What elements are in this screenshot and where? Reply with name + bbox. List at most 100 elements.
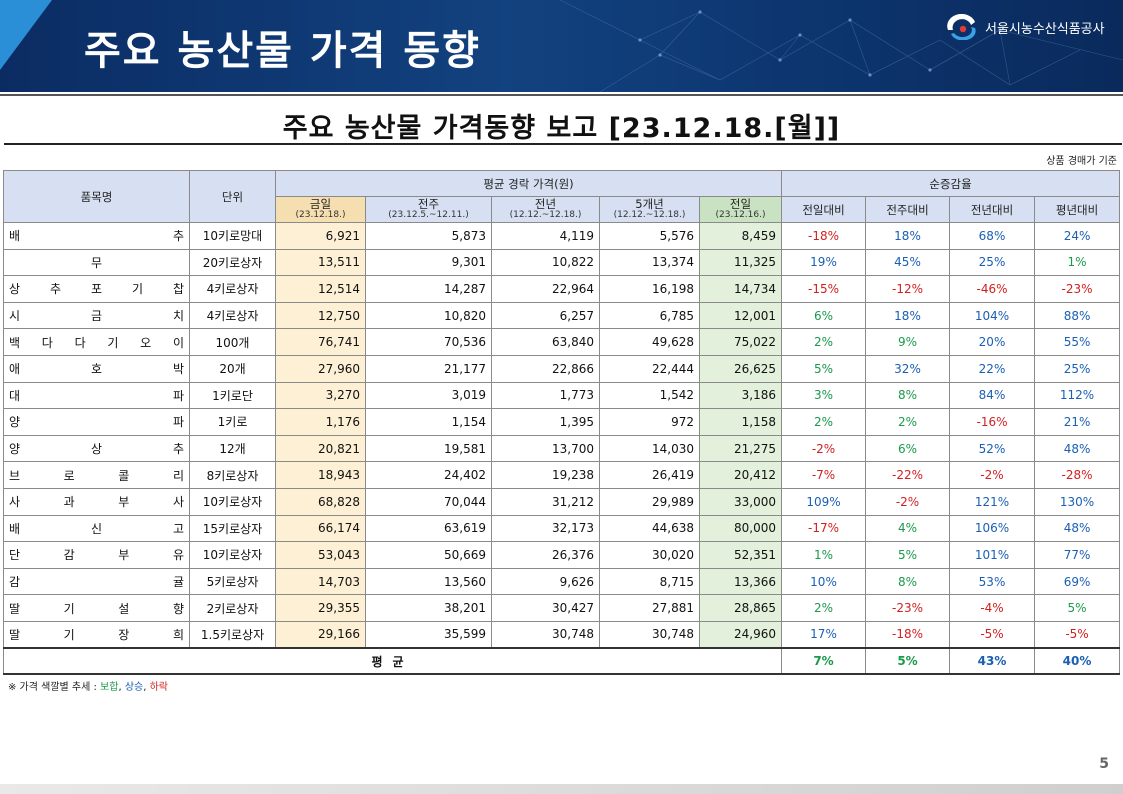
report-title: 주요 농산물 가격동향 보고 [23.12.18.[월]]: [282, 113, 841, 144]
price-five-year: 16,198: [599, 275, 700, 303]
change-vs-normal-year: 48%: [1034, 514, 1121, 543]
change-vs-prev-year: -5%: [949, 620, 1036, 649]
table-row: 단 감 부 유 10키로상자 53,043 50,669 26,376 30,020 52,…: [3, 541, 1121, 569]
price-today: 29,166: [275, 620, 366, 649]
item-name: 양 파: [3, 408, 190, 436]
change-vs-prev-year: -4%: [949, 594, 1036, 622]
price-prev-day: 80,000: [698, 514, 783, 543]
item-unit: 100개: [189, 328, 276, 356]
change-vs-normal-year: 55%: [1034, 328, 1121, 356]
price-today: 1,176: [275, 408, 366, 436]
price-last-week: 70,044: [365, 487, 492, 516]
price-today: 6,921: [275, 222, 366, 250]
table-row: 양 파 1키로 1,176 1,154 1,395 972 1,158 2% 2% -16% 21%: [3, 408, 1121, 436]
price-prev-day: 3,186: [698, 381, 783, 410]
price-last-year: 31,212: [491, 487, 600, 516]
change-vs-prev-day: 2%: [781, 594, 867, 622]
average-vs-prev-year: 43%: [949, 647, 1036, 675]
change-vs-prev-year: -16%: [949, 408, 1036, 436]
item-name: 양 상 추: [3, 434, 190, 463]
page-number: 5: [1099, 756, 1109, 772]
price-last-year: 6,257: [491, 301, 600, 330]
change-vs-prev-day: -7%: [781, 461, 867, 489]
price-today: 66,174: [275, 514, 366, 543]
change-vs-prev-week: 6%: [865, 434, 951, 463]
change-vs-prev-year: 53%: [949, 567, 1036, 596]
price-five-year: 30,748: [599, 620, 700, 649]
table-row: 딸 기 장 희 1.5키로상자 29,166 35,599 30,748 30,748 24…: [3, 620, 1121, 649]
table-row: 배 추 10키로망대 6,921 5,873 4,119 5,576 8,459 -18% 18…: [3, 222, 1121, 250]
price-last-week: 70,536: [365, 328, 492, 356]
change-vs-prev-week: 2%: [865, 408, 951, 436]
item-unit: 2키로상자: [189, 594, 276, 622]
price-last-week: 38,201: [365, 594, 492, 622]
price-last-year: 19,238: [491, 461, 600, 489]
price-five-year: 8,715: [599, 567, 700, 596]
header-vs-prev-day: 전일대비: [781, 196, 867, 223]
average-vs-prev-day: 7%: [781, 647, 867, 675]
price-last-week: 19,581: [365, 434, 492, 463]
price-prev-day: 28,865: [698, 594, 783, 622]
price-last-week: 13,560: [365, 567, 492, 596]
price-today: 12,750: [275, 301, 366, 330]
table-row: 사 과 부 사 10키로상자 68,828 70,044 31,212 29,989 33,…: [3, 487, 1121, 516]
change-vs-prev-year: 101%: [949, 541, 1036, 569]
change-vs-prev-day: 5%: [781, 354, 867, 383]
price-five-year: 6,785: [599, 301, 700, 330]
change-vs-prev-week: -18%: [865, 620, 951, 649]
table-row: 시 금 치 4키로상자 12,750 10,820 6,257 6,785 12,001 6%…: [3, 301, 1121, 330]
legend-flat: 보합: [100, 682, 119, 693]
item-unit: 20개: [189, 354, 276, 383]
price-last-week: 24,402: [365, 461, 492, 489]
change-vs-prev-year: 106%: [949, 514, 1036, 543]
header-item: 품목명: [3, 170, 190, 223]
item-name: 배 신 고: [3, 514, 190, 543]
change-vs-normal-year: 5%: [1034, 594, 1121, 622]
change-vs-prev-day: -15%: [781, 275, 867, 303]
item-name: 딸 기 설 향: [3, 594, 190, 622]
price-prev-day: 13,366: [698, 567, 783, 596]
price-basis-note: 상품 경매가 기준: [1046, 156, 1117, 167]
item-name: 무: [3, 248, 190, 277]
item-unit: 4키로상자: [189, 275, 276, 303]
item-unit: 20키로상자: [189, 248, 276, 277]
price-today: 3,270: [275, 381, 366, 410]
price-five-year: 5,576: [599, 222, 700, 250]
footer-bar: [0, 784, 1123, 794]
price-last-year: 63,840: [491, 328, 600, 356]
price-last-week: 1,154: [365, 408, 492, 436]
change-vs-prev-day: 3%: [781, 381, 867, 410]
price-five-year: 29,989: [599, 487, 700, 516]
change-vs-prev-year: 121%: [949, 487, 1036, 516]
price-prev-day: 33,000: [698, 487, 783, 516]
change-vs-normal-year: 24%: [1034, 222, 1121, 250]
change-vs-prev-week: 45%: [865, 248, 951, 277]
org-logo: 서울시농수산식품공사: [945, 14, 1105, 40]
legend-up: 상승: [124, 682, 144, 693]
average-label: 평균: [2, 647, 783, 675]
price-last-year: 1,395: [491, 408, 600, 436]
change-vs-normal-year: 88%: [1034, 301, 1121, 330]
item-name: 딸 기 장 희: [3, 620, 190, 649]
price-today: 12,514: [275, 275, 366, 303]
price-five-year: 22,444: [599, 354, 700, 383]
change-vs-prev-day: 109%: [781, 487, 867, 516]
change-vs-prev-week: 18%: [865, 301, 951, 330]
item-unit: 1.5키로상자: [189, 620, 276, 649]
price-prev-day: 21,275: [698, 434, 783, 463]
price-today: 68,828: [275, 487, 366, 516]
price-today: 14,703: [275, 567, 366, 596]
price-rows: 배 추 10키로망대 6,921 5,873 4,119 5,576 8,459 -18% 18…: [3, 222, 1121, 649]
org-name: 서울시농수산식품공사: [985, 21, 1105, 37]
price-prev-day: 20,412: [698, 461, 783, 489]
header-prev-day: 전일 (23.12.16.): [698, 196, 783, 223]
item-unit: 12개: [189, 434, 276, 463]
change-vs-prev-year: -46%: [949, 275, 1036, 303]
price-table: 품목명 단위 평균 경락 가격(원) 순증감율 금일 (23.12.18.) 전주…: [2, 170, 1121, 675]
item-unit: 10키로망대: [189, 222, 276, 250]
change-vs-prev-week: -12%: [865, 275, 951, 303]
change-vs-normal-year: 1%: [1034, 248, 1121, 277]
change-vs-prev-day: -17%: [781, 514, 867, 543]
change-vs-prev-day: -18%: [781, 222, 867, 250]
color-legend-note: ※ 가격 색깔별 추세 : 보합, 상승, 하락: [8, 678, 168, 693]
